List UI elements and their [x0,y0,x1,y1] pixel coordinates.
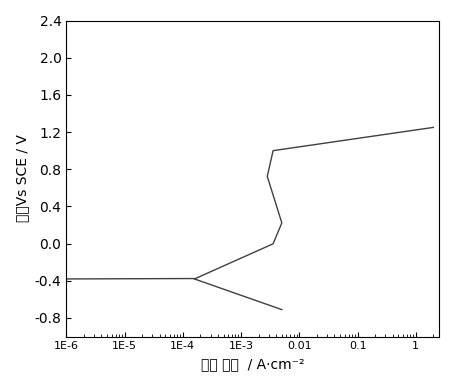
Y-axis label: 电势Vs SCE / V: 电势Vs SCE / V [15,135,29,222]
X-axis label: 电流 密度  / A·cm⁻²: 电流 密度 / A·cm⁻² [201,357,304,371]
